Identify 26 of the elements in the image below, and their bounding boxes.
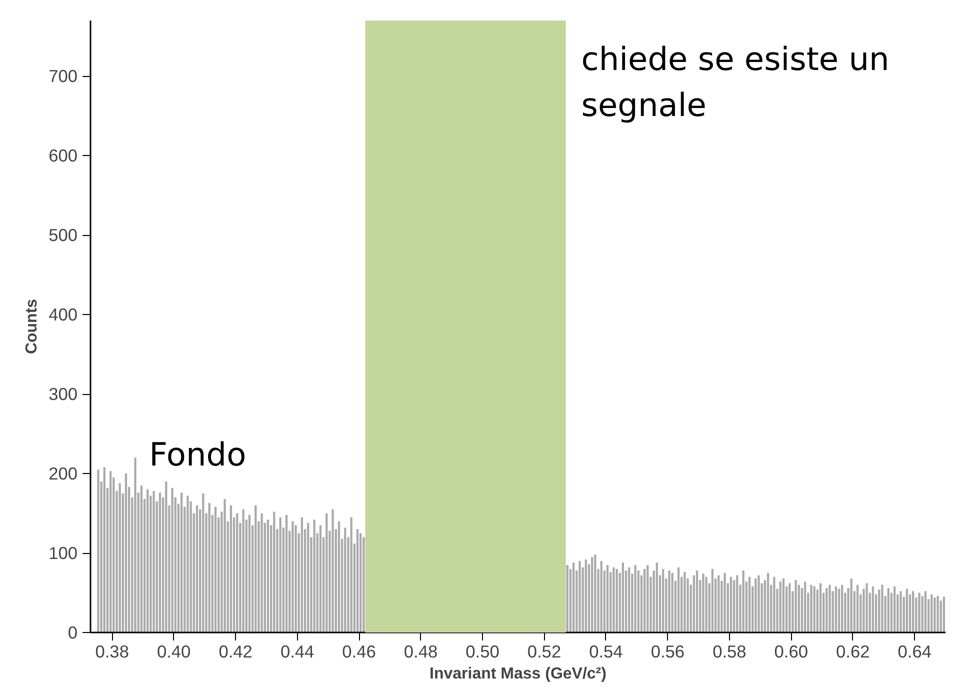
- y-tick-label: 100: [48, 543, 78, 564]
- x-tick-label: 0.46: [342, 642, 376, 662]
- x-tick-label: 0.54: [589, 642, 624, 662]
- x-tick-label: 0.44: [280, 642, 315, 662]
- y-tick-label: 700: [48, 66, 78, 86]
- x-tick-label: 0.64: [898, 642, 932, 662]
- x-axis-title: Invariant Mass (GeV/c²): [430, 666, 606, 682]
- annotation: Fondo: [149, 436, 246, 474]
- y-tick-label: 0: [68, 622, 78, 642]
- y-tick-label: 400: [48, 304, 78, 325]
- y-tick-label: 500: [48, 225, 78, 246]
- x-tick-label: 0.60: [774, 642, 808, 662]
- y-tick-label: 200: [48, 464, 78, 484]
- y-axis-title: Counts: [24, 298, 41, 354]
- x-tick-label: 0.40: [156, 642, 191, 662]
- x-tick-label: 0.42: [218, 642, 252, 662]
- x-tick-label: 0.38: [95, 642, 129, 662]
- y-tick-label: 600: [48, 146, 78, 166]
- annotation: chiede se esiste un segnale: [581, 40, 890, 124]
- x-tick-label: 0.56: [650, 642, 685, 662]
- x-tick-label: 0.58: [712, 642, 746, 662]
- x-tick-label: 0.52: [527, 642, 562, 662]
- x-tick-label: 0.48: [404, 642, 438, 662]
- x-tick-label: 0.62: [836, 642, 870, 662]
- x-tick-label: 0.50: [466, 642, 500, 662]
- y-tick-label: 300: [48, 384, 78, 404]
